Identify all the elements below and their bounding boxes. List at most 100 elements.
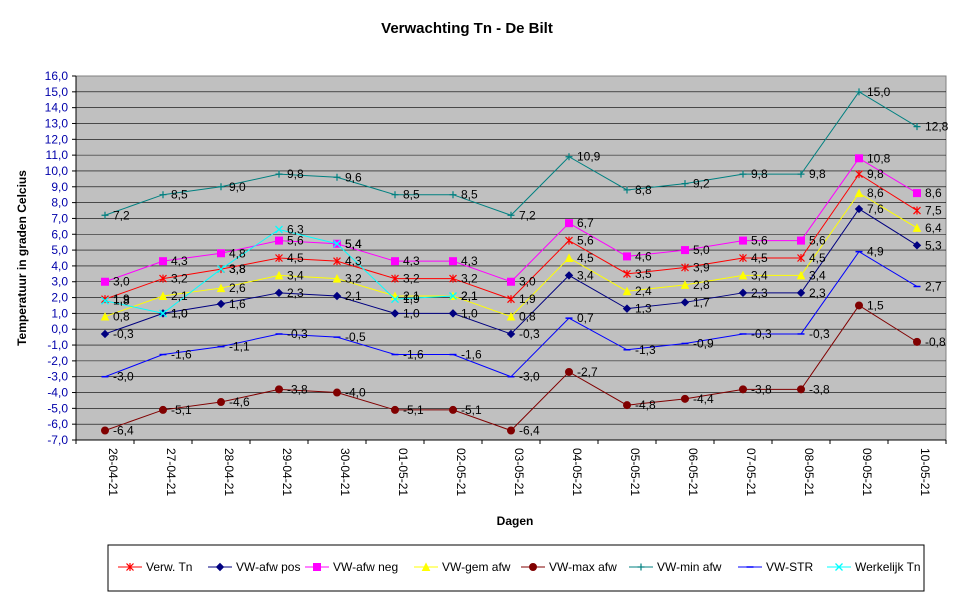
point-verw-tn (681, 263, 689, 272)
point-vw-min-afw (681, 180, 689, 188)
point-vw-afw-pos (332, 291, 342, 301)
data-label-vw-gem-afw: 2,4 (635, 284, 652, 298)
data-label-verw-tn: 3,2 (171, 272, 188, 286)
data-label-vw-min-afw: 8,5 (461, 188, 478, 202)
point-verw-tn (623, 269, 631, 278)
point-vw-min-afw (217, 183, 225, 191)
point-vw-min-afw (333, 173, 341, 181)
data-labels: 1,9 3,2 3,8 4,5 4,3 3,2 3,2 1,9 5,6 3,5 3,9 4,5 4,5 9… (113, 85, 949, 438)
point-vw-afw-neg (159, 257, 167, 266)
data-label-vw-min-afw: 10,9 (577, 150, 601, 164)
point-verw-tn (855, 170, 863, 179)
x-tick-label: 02-05-21 (454, 448, 468, 496)
data-label-vw-afw-pos: 1,3 (635, 302, 652, 316)
legend-item-vw-afw-neg: VW-afw neg (305, 560, 398, 574)
point-vw-min-afw (623, 186, 631, 194)
y-tick-label: -2,0 (47, 354, 68, 368)
point-vw-max-afw (797, 385, 805, 394)
legend-label: VW-gem afw (442, 560, 511, 574)
point-vw-gem-afw (158, 291, 168, 300)
point-vw-afw-pos (738, 288, 748, 298)
point-vw-afw-pos (274, 288, 284, 298)
data-label-vw-min-afw: 9,8 (287, 167, 304, 181)
data-label-vw-str: -1,6 (461, 348, 482, 362)
data-label-vw-min-afw: 12,8 (925, 120, 949, 134)
point-vw-gem-afw (216, 283, 226, 293)
y-tick-label: 6,0 (51, 227, 68, 241)
point-vw-gem-afw (796, 270, 806, 280)
data-label-vw-afw-pos: -0,3 (519, 327, 540, 341)
x-axis: 26-04-21 27-04-21 28-04-21 29-04-21 30-04-21… (75, 439, 947, 496)
point-verw-tn (449, 274, 457, 283)
point-verw-tn (739, 254, 747, 262)
legend-item-vw-afw-pos: VW-afw pos (208, 560, 300, 574)
data-label-vw-afw-pos: 1,0 (403, 306, 420, 320)
data-label-vw-gem-afw: 0,8 (113, 310, 130, 324)
point-vw-afw-pos (854, 204, 864, 214)
point-vw-gem-afw (738, 270, 748, 280)
data-label-vw-afw-neg: 5,4 (345, 237, 362, 251)
point-vw-afw-neg (681, 246, 689, 255)
data-label-vw-str: -0,9 (693, 336, 714, 350)
x-tick-label: 03-05-21 (512, 448, 526, 496)
data-label-verw-tn: 5,6 (577, 234, 594, 248)
data-label-vw-afw-pos: 1,0 (171, 306, 188, 320)
data-label-vw-afw-neg: 5,0 (693, 243, 710, 257)
y-tick-label: 11,0 (46, 148, 69, 162)
legend-item-vw-min-afw: VW-min afw (629, 560, 722, 574)
y-tick-label: 3,0 (51, 275, 68, 289)
y-tick-label: -4,0 (47, 386, 68, 400)
point-vw-afw-pos (796, 288, 806, 298)
point-vw-max-afw (391, 405, 399, 414)
data-label-werkelijk-tn: 6,3 (287, 223, 304, 237)
data-label-vw-min-afw: 7,2 (519, 208, 536, 222)
data-label-vw-str: -1,6 (403, 348, 424, 362)
point-vw-afw-neg (275, 236, 283, 245)
data-label-werkelijk-tn: 1,0 (171, 306, 188, 320)
point-vw-gem-afw (100, 311, 110, 321)
x-tick-label: 05-05-21 (628, 448, 642, 496)
y-axis: -7,0 -6,0 -5,0-4,0 -3,0 -2,0 -1,0 0,0 1,02,0 3,0… (45, 69, 77, 447)
legend-label: VW-STR (766, 560, 813, 574)
chart-title: Verwachting Tn - De Bilt (381, 20, 553, 37)
data-label-vw-str: 0,7 (577, 311, 594, 325)
legend-label: VW-max afw (549, 560, 617, 574)
y-tick-label: 14,0 (45, 101, 69, 115)
data-label-vw-gem-afw: 2,8 (693, 278, 710, 292)
point-verw-tn (159, 274, 167, 283)
data-label-werkelijk-tn: 2,1 (461, 289, 478, 303)
data-label-vw-min-afw: 8,5 (171, 188, 188, 202)
data-label-vw-afw-pos: 7,6 (867, 202, 884, 216)
legend-marker-vw-afw-pos (215, 562, 225, 572)
point-verw-tn (565, 236, 573, 245)
point-vw-max-afw (101, 426, 109, 435)
point-vw-min-afw (565, 153, 573, 161)
point-vw-max-afw (913, 337, 921, 346)
point-vw-max-afw (507, 426, 515, 435)
point-vw-min-afw (159, 191, 167, 199)
x-tick-label: 08-05-21 (802, 448, 816, 496)
data-label-vw-afw-pos: 5,3 (925, 238, 942, 252)
legend-item-vw-gem-afw: VW-gem afw (414, 560, 511, 574)
point-vw-afw-neg (565, 219, 573, 228)
point-vw-min-afw (797, 170, 805, 178)
data-label-vw-afw-neg: 5,6 (809, 234, 826, 248)
series-vw-max-afw (101, 301, 921, 435)
data-label-vw-str: -1,1 (229, 340, 250, 354)
data-label-vw-max-afw: -5,1 (461, 403, 482, 417)
legend-marker-verw-tn (126, 563, 134, 571)
data-label-vw-min-afw: 9,8 (809, 167, 826, 181)
legend-marker-vw-min-afw (637, 563, 645, 571)
point-vw-afw-pos (100, 329, 110, 339)
data-label-verw-tn: 3,2 (403, 272, 420, 286)
data-label-vw-afw-pos: 2,3 (751, 286, 768, 300)
y-tick-label: 12,0 (45, 132, 69, 146)
data-label-verw-tn: 4,5 (809, 251, 826, 265)
point-verw-tn (391, 274, 399, 283)
data-label-verw-tn: 4,5 (287, 251, 304, 265)
data-label-vw-max-afw: -5,1 (171, 403, 192, 417)
point-werkelijk-tn (449, 292, 457, 300)
legend-label: VW-min afw (657, 560, 722, 574)
point-vw-gem-afw (564, 253, 574, 262)
point-vw-afw-pos (564, 271, 574, 280)
